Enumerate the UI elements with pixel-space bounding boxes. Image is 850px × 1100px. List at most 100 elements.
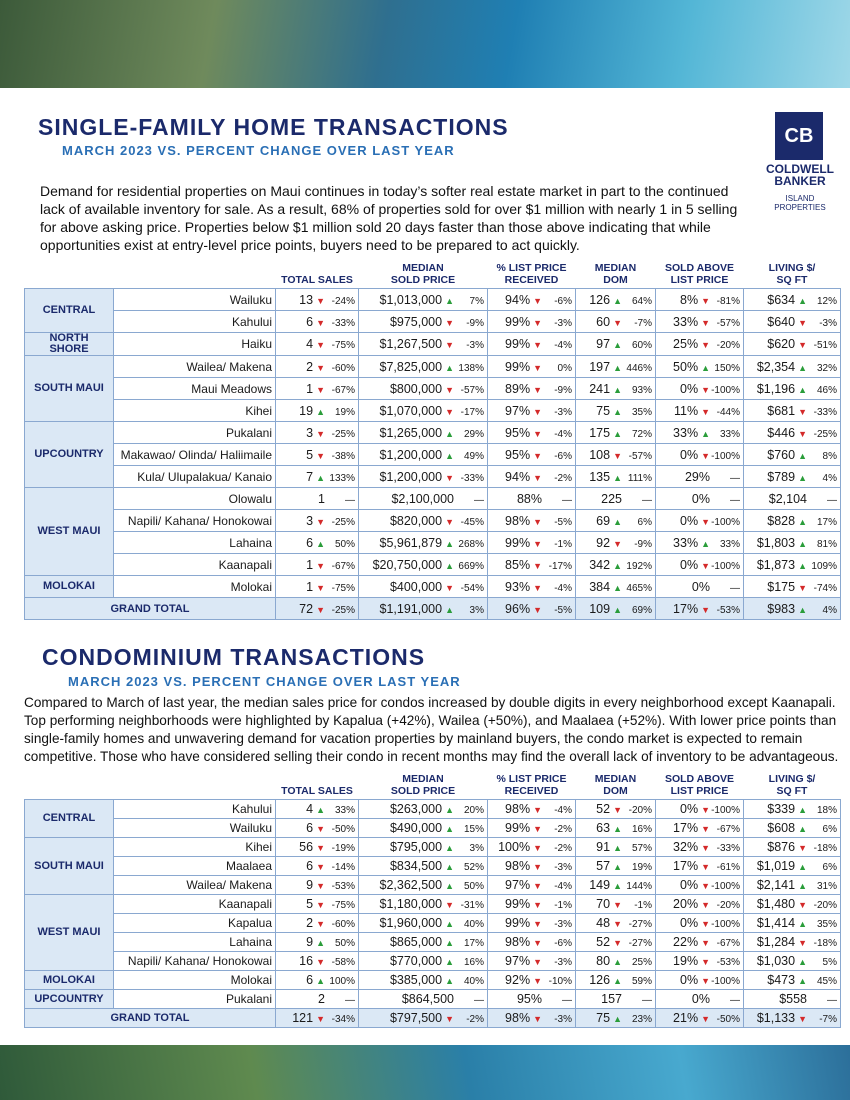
change: — — [730, 494, 740, 506]
change: 465% — [626, 582, 652, 594]
cell: $820,000 ▼ -45% — [358, 509, 488, 532]
area: Wailea/ Makena — [113, 875, 276, 895]
cell: 33% ▲ 33% — [655, 531, 744, 554]
change: 669% — [458, 560, 484, 572]
change: -7% — [819, 1014, 837, 1025]
value: 48 — [596, 916, 611, 930]
change: -1% — [554, 900, 572, 911]
cell: 99% ▼ -1% — [487, 894, 576, 914]
change: -33% — [331, 317, 355, 329]
change: 35% — [631, 406, 652, 418]
change: 15% — [463, 824, 484, 835]
cell: $5,961,879 ▲ 268% — [358, 531, 488, 554]
change: -20% — [716, 340, 740, 351]
arrow-down: ▼ — [533, 824, 542, 834]
area: Pukalani — [113, 989, 276, 1009]
area: Kapalua — [113, 913, 276, 933]
column-header: MEDIAN DOM — [594, 262, 637, 286]
cell: $1,013,000 ▲ 7% — [358, 288, 488, 311]
change: -3% — [554, 919, 572, 930]
arrow-down: ▼ — [701, 881, 710, 891]
cell: 25% ▼ -20% — [655, 332, 744, 356]
change: — — [562, 995, 572, 1006]
area: Wailuku — [113, 288, 276, 311]
change: -4% — [554, 805, 572, 816]
total-row: GRAND TOTAL 121 ▼ -34% $797,500 ▼ -2% 98% ▼ -3% 75… — [24, 1008, 841, 1028]
arrow-up: ▲ — [445, 805, 454, 815]
value: 16 — [299, 954, 314, 968]
cell: 0% ▼-100% — [655, 377, 744, 400]
arrow-down: ▼ — [701, 604, 710, 615]
arrow-down: ▼ — [798, 1014, 807, 1024]
row: Wailea/ Makena 9 ▼ -53% $2,362,500 ▲ 50% 97% ▼ -4… — [25, 875, 841, 895]
arrow-up: ▲ — [798, 472, 807, 483]
value: 95% — [505, 425, 531, 440]
total-row: GRAND TOTAL 72 ▼ -25% $1,191,000 ▲ 3% 96% ▼ -5% 10… — [24, 597, 841, 620]
column-header: LIVING $/ SQ FT — [768, 262, 816, 286]
column-header: MEDIAN SOLD PRICE — [390, 773, 456, 797]
cell: $983 ▲ 4% — [743, 597, 841, 620]
value: 94% — [505, 469, 531, 484]
value: 13 — [299, 292, 314, 307]
value: 0% — [680, 557, 699, 572]
arrow-up: ▲ — [798, 881, 807, 891]
change: -53% — [331, 881, 355, 892]
value: 95% — [505, 447, 531, 462]
change: -100% — [711, 976, 740, 987]
change: -3% — [466, 340, 484, 351]
change: -67% — [331, 560, 355, 572]
change: -31% — [460, 900, 484, 911]
cell: 96% ▼ -5% — [487, 597, 576, 620]
value: $770,000 — [389, 954, 443, 968]
cell: $770,000 ▲ 16% — [358, 951, 488, 971]
arrow-up: ▲ — [613, 862, 622, 872]
change: -25% — [331, 604, 355, 616]
value: 52 — [596, 802, 611, 816]
arrow-down: ▼ — [613, 900, 622, 910]
value: $1,480 — [756, 897, 796, 911]
value: 1 — [306, 381, 314, 396]
area: Olowalu — [113, 487, 276, 510]
value: $2,141 — [756, 878, 796, 892]
change: -1% — [554, 538, 572, 550]
arrow-down: ▼ — [701, 516, 710, 527]
area: Lahaina — [113, 531, 276, 554]
arrow-down: ▼ — [798, 406, 807, 417]
arrow-up: ▲ — [798, 862, 807, 872]
region: CENTRAL — [24, 288, 114, 333]
value: $1,013,000 — [379, 292, 443, 307]
arrow-up: ▲ — [445, 919, 454, 929]
arrow-down: ▼ — [701, 900, 710, 910]
area: Napili/ Kahana/ Honokowai — [113, 509, 276, 532]
value: $620 — [767, 337, 796, 351]
area: Wailea/ Makena — [113, 355, 276, 378]
change: -20% — [628, 805, 652, 816]
area: Napili/ Kahana/ Honokowai — [113, 951, 276, 971]
cell: 2— — [275, 989, 359, 1009]
cell: 8% ▼ -81% — [655, 288, 744, 311]
blank — [25, 773, 276, 800]
cell: 63 ▲ 16% — [575, 818, 656, 838]
arrow-up: ▲ — [798, 516, 807, 527]
cell: 0% ▼-100% — [655, 799, 744, 819]
arrow-down: ▼ — [533, 450, 542, 461]
change: 50% — [334, 538, 355, 550]
cell: 98% ▼ -4% — [487, 799, 576, 819]
arrow-down: ▼ — [316, 516, 325, 527]
arrow-down: ▼ — [613, 538, 622, 549]
row: MOLOKAI Molokai 1 ▼ -75% $400,000 ▼ -54% 93% ▼ -4%… — [24, 575, 841, 598]
change: -10% — [548, 976, 572, 987]
cell: $2,141 ▲ 31% — [743, 875, 841, 895]
arrow-down: ▼ — [701, 957, 710, 967]
value: $2,354 — [756, 359, 796, 374]
arrow-up: ▲ — [798, 450, 807, 461]
arrow-up: ▲ — [798, 604, 807, 615]
value: 98% — [505, 802, 531, 816]
value: 21% — [673, 1011, 699, 1025]
value: $864,500 — [401, 992, 454, 1006]
value: 80 — [596, 954, 611, 968]
region: MOLOKAI — [24, 970, 114, 990]
value: 2 — [318, 992, 325, 1006]
cell: 99% ▼ -3% — [487, 310, 576, 333]
value: 98% — [505, 859, 531, 873]
